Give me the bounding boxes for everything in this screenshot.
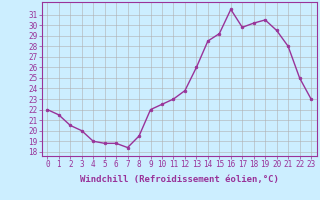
X-axis label: Windchill (Refroidissement éolien,°C): Windchill (Refroidissement éolien,°C) bbox=[80, 175, 279, 184]
